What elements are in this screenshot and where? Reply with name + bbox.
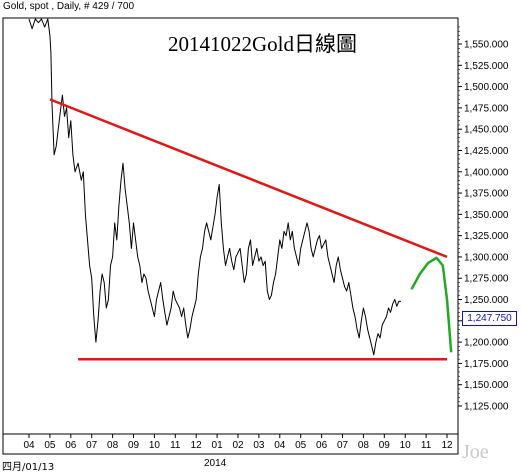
y-tick-label: 1,150.000 <box>464 380 509 391</box>
x-tick-label: 07 <box>86 440 98 451</box>
y-tick-label: 1,450.000 <box>464 125 509 136</box>
x-tick-label: 07 <box>337 440 349 451</box>
x-tick-label: 05 <box>295 440 307 451</box>
x-tick-label: 11 <box>170 440 181 451</box>
y-tick-label: 1,550.000 <box>464 40 509 51</box>
y-tick-label: 1,350.000 <box>464 210 509 221</box>
x-tick-label: 10 <box>149 440 161 451</box>
x-tick-label: 10 <box>400 440 412 451</box>
y-tick-label: 1,425.000 <box>464 146 509 157</box>
x-tick-label: 01 <box>212 440 224 451</box>
x-tick-label: 06 <box>65 440 77 451</box>
time-axis-frame <box>2 433 459 455</box>
y-tick-label: 1,300.000 <box>464 252 509 263</box>
y-tick-label: 1,275.000 <box>464 274 509 285</box>
y-tick-label: 1,125.000 <box>464 402 509 413</box>
year-label: 2014 <box>204 458 227 469</box>
date-label: 四月/01/13 <box>2 462 55 473</box>
projection-curve <box>410 256 453 353</box>
x-tick-label: 03 <box>253 440 265 451</box>
y-tick-label: 1,200.000 <box>464 338 509 349</box>
price-series <box>28 18 402 356</box>
y-tick-label: 1,525.000 <box>464 61 509 72</box>
x-tick-label: 06 <box>316 440 328 451</box>
x-tick-label: 04 <box>274 440 286 451</box>
x-tick-label: 09 <box>379 440 391 451</box>
y-axis: 1,125.0001,150.0001,175.0001,200.0001,22… <box>458 26 509 413</box>
plot-frame <box>2 17 459 435</box>
chart-header: Gold, spot , Daily, # 429 / 700 <box>3 1 135 12</box>
y-tick-label: 1,500.000 <box>464 82 509 93</box>
resistance-trendline <box>49 98 448 259</box>
x-tick-label: 12 <box>441 440 453 451</box>
x-tick-label: 04 <box>23 440 35 451</box>
y-tick-label: 1,475.000 <box>464 103 509 114</box>
x-tick-label: 08 <box>107 440 119 451</box>
x-tick-label: 02 <box>232 440 244 451</box>
x-tick-label: 11 <box>421 440 432 451</box>
watermark: Joe <box>462 441 489 463</box>
x-tick-label: 09 <box>128 440 140 451</box>
last-price-marker: 1,247.750 <box>462 311 517 326</box>
x-tick-label: 12 <box>191 440 203 451</box>
chart-title: 20141022Gold日線圖 <box>168 32 357 56</box>
x-tick-label: 08 <box>358 440 370 451</box>
y-tick-label: 1,375.000 <box>464 189 509 200</box>
y-tick-label: 1,325.000 <box>464 231 509 242</box>
y-tick-label: 1,400.000 <box>464 167 509 178</box>
x-axis: 04 05 06 07 08 09 10 11 12 01 02 03 04 05 06 07 08 09 10 11… <box>23 434 453 451</box>
x-tick-label: 05 <box>44 440 56 451</box>
y-tick-label: 1,250.000 <box>464 295 509 306</box>
y-tick-label: 1,175.000 <box>464 359 509 370</box>
series-layer <box>28 18 453 361</box>
